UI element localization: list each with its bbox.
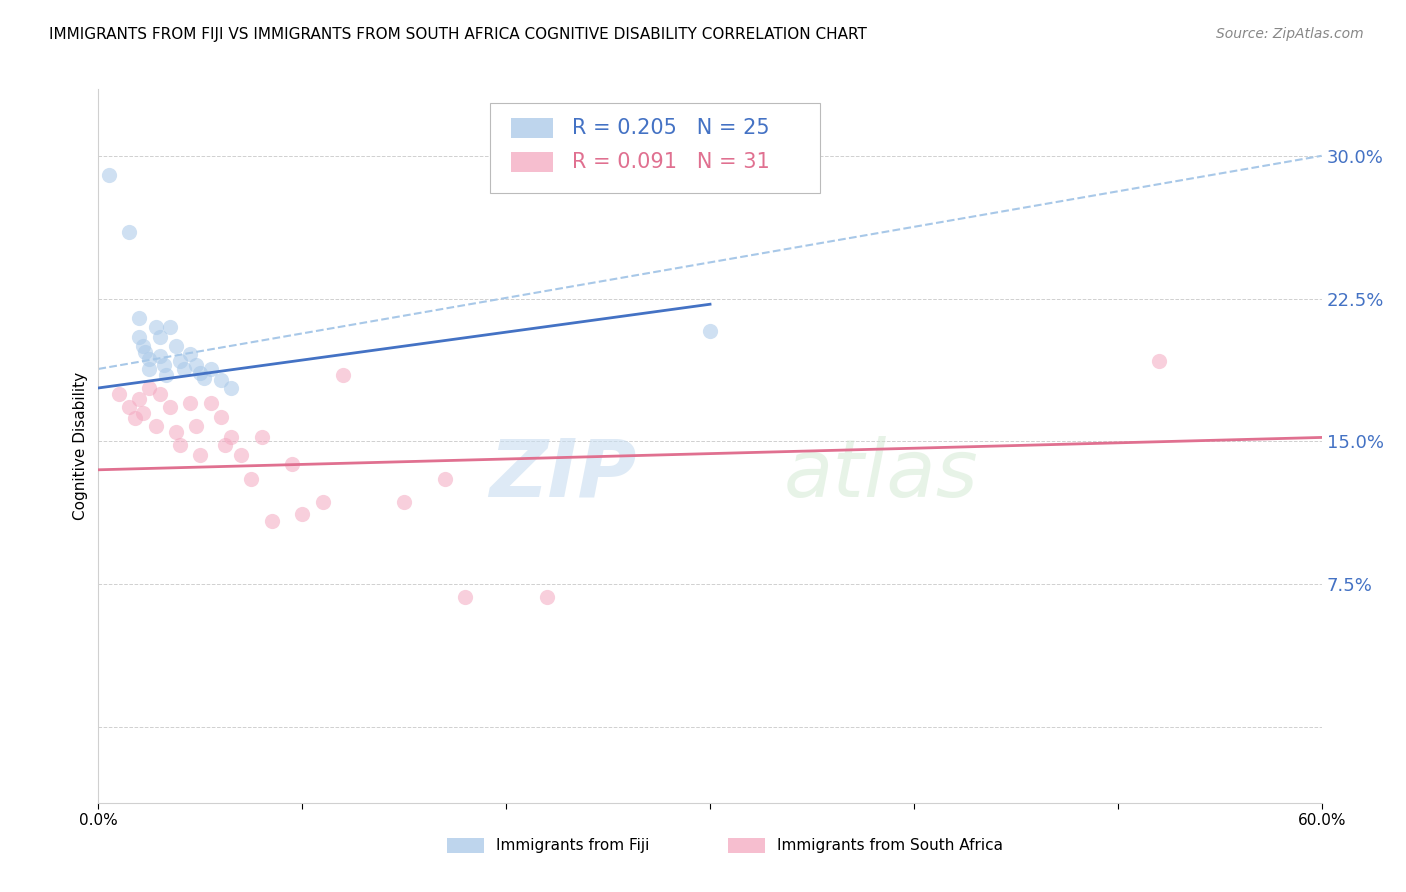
Point [188,448,212,462]
Point [231,448,253,462]
Point [108,386,131,401]
Point [214,438,236,452]
Point [434,472,457,486]
Point [138,362,160,376]
FancyBboxPatch shape [447,838,484,854]
Text: R = 0.091   N = 31: R = 0.091 N = 31 [572,152,769,172]
Point [159,320,181,334]
Point [209,373,232,387]
Point [134,344,156,359]
Text: IMMIGRANTS FROM FIJI VS IMMIGRANTS FROM SOUTH AFRICA COGNITIVE DISABILITY CORREL: IMMIGRANTS FROM FIJI VS IMMIGRANTS FROM … [49,27,868,42]
Point [128,329,150,343]
Point [138,352,160,367]
Point [145,419,167,434]
Point [219,430,242,444]
Point [132,339,155,353]
Point [149,329,172,343]
Point [219,381,242,395]
Y-axis label: Cognitive Disability: Cognitive Disability [73,372,89,520]
Text: Immigrants from South Africa: Immigrants from South Africa [778,838,1004,853]
Text: Immigrants from Fiji: Immigrants from Fiji [496,838,650,853]
Point [240,472,263,486]
FancyBboxPatch shape [510,152,554,172]
Point [173,362,195,376]
Point [186,358,208,372]
Point [332,368,354,382]
Point [312,495,335,509]
Point [145,320,167,334]
Point [392,495,416,509]
Point [152,358,174,372]
Point [149,349,172,363]
Point [699,324,721,338]
Point [128,310,150,325]
Point [200,396,222,410]
Point [291,507,314,521]
FancyBboxPatch shape [489,103,820,193]
Point [200,362,222,376]
Point [165,339,187,353]
Point [165,425,187,439]
Point [454,591,477,605]
FancyBboxPatch shape [728,838,765,854]
Point [179,347,201,361]
Point [260,514,283,528]
Point [118,225,141,239]
Point [97,168,120,182]
Point [193,371,215,385]
Point [536,591,558,605]
Point [169,354,191,368]
Text: R = 0.205   N = 25: R = 0.205 N = 25 [572,119,769,138]
Point [188,366,212,380]
Point [250,430,273,444]
Point [186,419,208,434]
Point [169,438,191,452]
Point [149,386,172,401]
Point [138,381,160,395]
Text: ZIP: ZIP [489,435,637,514]
Point [179,396,201,410]
Point [159,400,181,414]
FancyBboxPatch shape [510,119,554,138]
Point [1147,354,1170,368]
Point [209,409,232,424]
Point [155,368,177,382]
Point [281,457,304,471]
Text: Source: ZipAtlas.com: Source: ZipAtlas.com [1216,27,1364,41]
Text: atlas: atlas [783,435,979,514]
Point [118,400,141,414]
Point [124,411,146,425]
Point [128,392,150,407]
Point [132,406,155,420]
